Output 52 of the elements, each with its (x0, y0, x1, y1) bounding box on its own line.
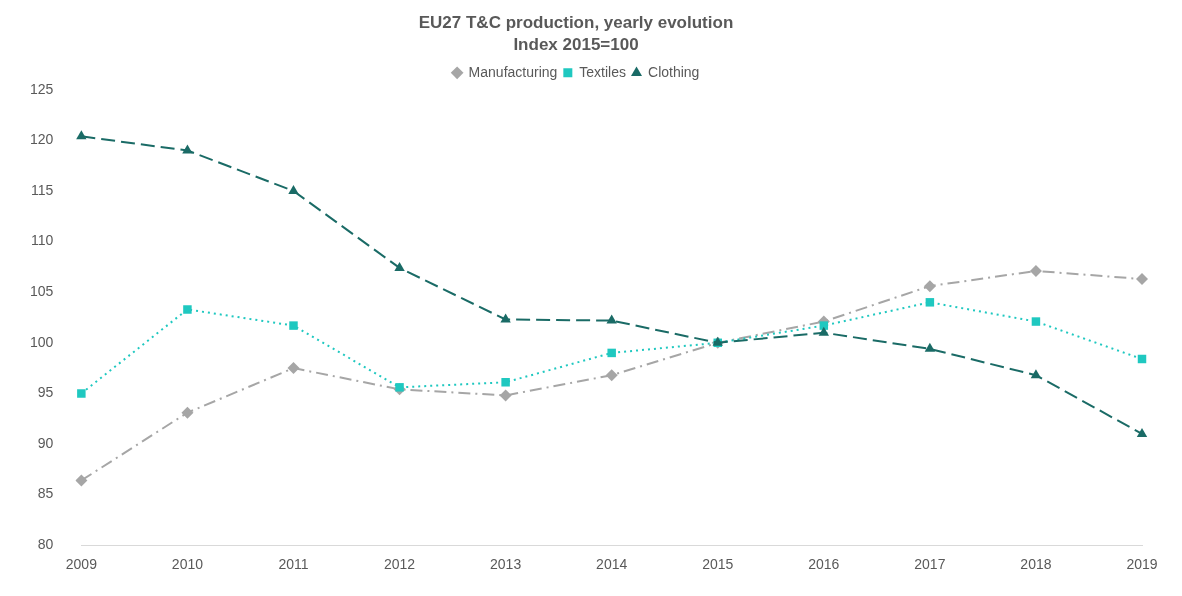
point (287, 362, 300, 375)
point (1136, 273, 1148, 286)
x-tick-label: 2015 (702, 556, 734, 573)
point (501, 378, 510, 387)
x-tick-label: 2013 (490, 556, 522, 573)
point (923, 280, 936, 293)
point (819, 321, 829, 330)
legend-label: Textiles (579, 63, 627, 80)
point (394, 261, 405, 271)
legend-label: Clothing (648, 63, 700, 80)
point (1031, 317, 1041, 326)
y-tick-label: 125 (30, 80, 54, 97)
chart-title: EU27 T&C production, yearly evolution (418, 12, 734, 32)
y-tick-label: 105 (30, 283, 54, 300)
y-tick-label: 120 (30, 131, 54, 148)
x-tick-label: 2018 (1020, 556, 1052, 573)
point (77, 389, 86, 398)
point (606, 314, 617, 324)
y-tick-label: 95 (37, 384, 54, 401)
y-tick-label: 110 (31, 232, 54, 249)
point (925, 298, 935, 307)
y-tick-label: 90 (37, 434, 54, 451)
point (289, 321, 298, 330)
point (499, 389, 512, 402)
point (288, 185, 299, 194)
point (818, 326, 829, 336)
point (607, 348, 616, 358)
x-tick-label: 2011 (278, 556, 309, 573)
y-tick-label: 85 (37, 485, 54, 502)
point (1030, 369, 1042, 379)
chart-subtitle: Index 2015=100 (513, 35, 639, 55)
point (1136, 427, 1148, 437)
x-tick-label: 2012 (383, 556, 416, 573)
y-tick-label: 115 (31, 181, 54, 198)
point (605, 369, 618, 382)
x-tick-label: 2016 (808, 556, 840, 573)
y-tick-label: 100 (30, 333, 54, 350)
x-tick-label: 2019 (1126, 556, 1158, 573)
point (500, 313, 511, 323)
point (75, 474, 88, 487)
x-tick-label: 2017 (914, 556, 946, 573)
point (183, 305, 192, 314)
point (924, 342, 936, 352)
legend-label: Manufacturing (468, 63, 558, 80)
x-tick-label: 2014 (596, 556, 628, 573)
point (395, 383, 404, 392)
x-tick-label: 2010 (171, 556, 204, 573)
point (181, 406, 194, 419)
point (182, 144, 193, 154)
y-tick-label: 80 (37, 536, 54, 553)
x-tick-label: 2009 (65, 556, 98, 573)
point (1029, 264, 1042, 277)
